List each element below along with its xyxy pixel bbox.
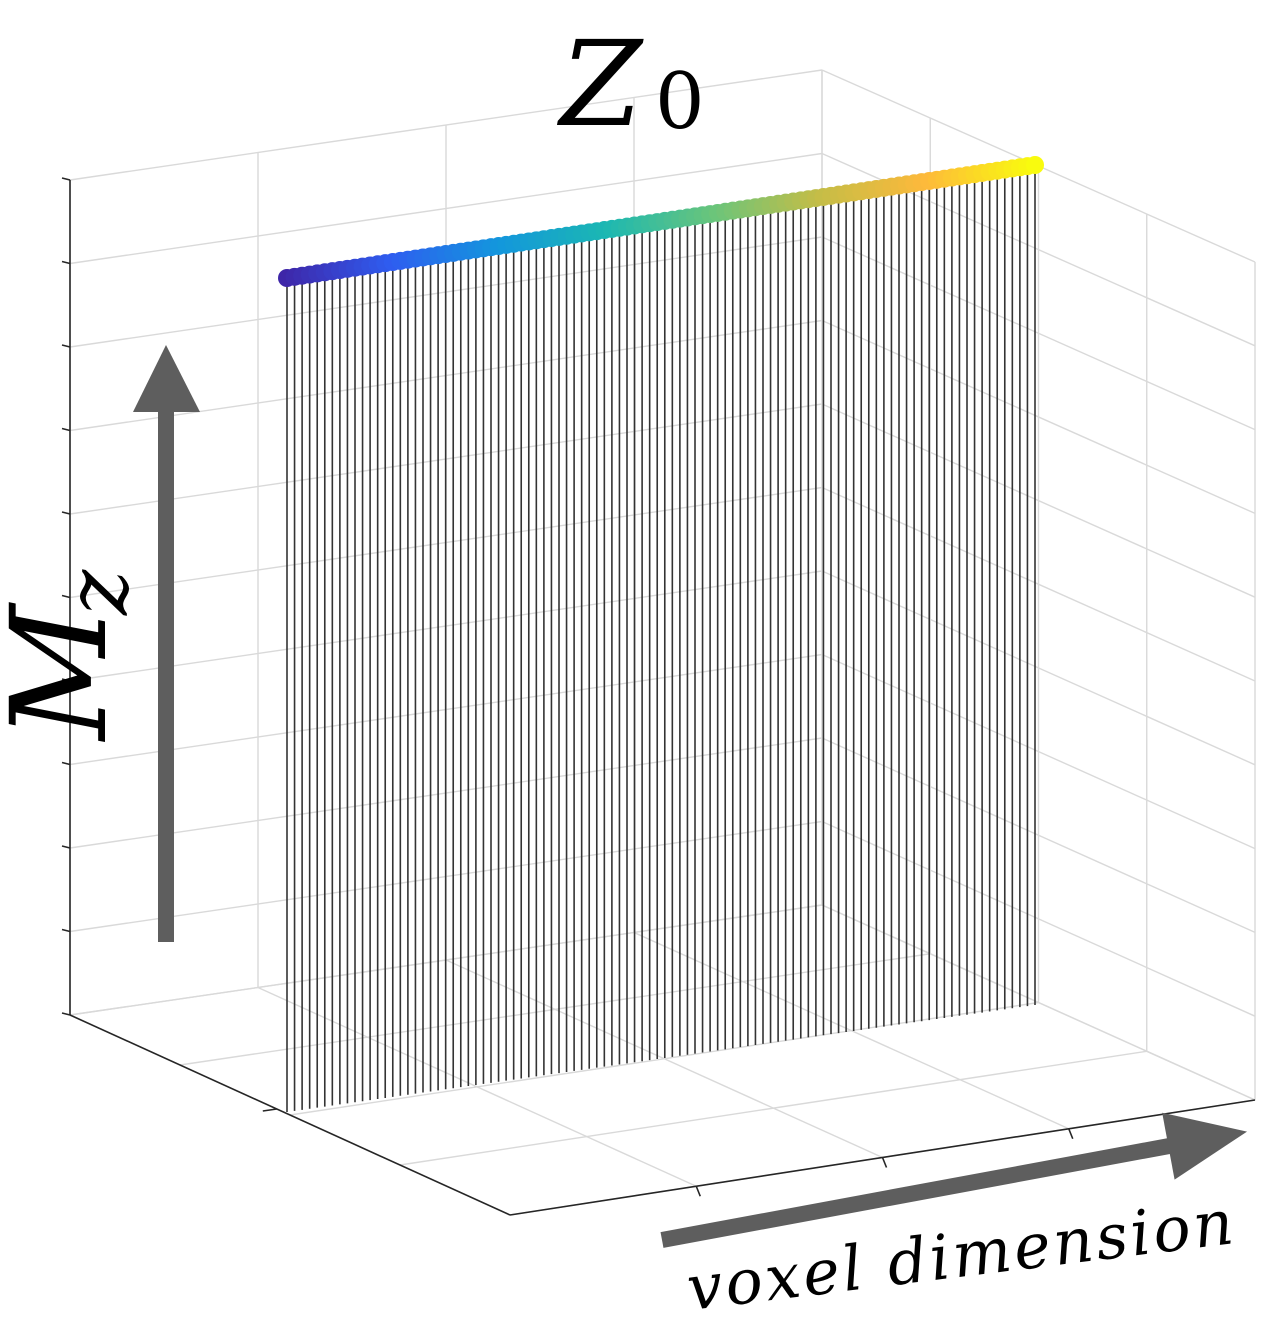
stem-marker [1026,156,1044,174]
y-axis-line [69,1014,511,1216]
voxel-arrow-head [1162,1112,1248,1180]
mz-arrow-head [133,345,200,412]
x-tick [881,1157,888,1168]
axes [61,177,1256,1216]
y-axis-label: M [0,602,137,742]
z-tick [61,761,71,766]
z-tick [61,845,71,849]
voxel-arrow [660,1112,1248,1248]
x-tick [695,1185,701,1197]
mz-arrow-shaft [158,405,174,942]
grid-lines [69,69,1256,1216]
z-tick [61,1012,71,1016]
grid-line [633,931,1070,1130]
stem-lines [286,165,1036,1112]
grid-line [821,904,1256,1101]
chart-title: Z [556,15,644,153]
z-tick [61,344,71,348]
z-tick [61,678,71,682]
x-axis-label: voxel dimension [683,1185,1240,1321]
grid-line [399,1050,1147,1166]
z-tick [61,511,71,515]
z-tick [61,177,71,181]
y-axis-label-subscript: z [48,569,148,616]
chart-title-subscript: 0 [655,57,705,147]
x-tick [1068,1128,1074,1140]
z-tick [61,260,71,265]
z-tick [61,594,71,599]
annotation-arrows [133,345,1248,1248]
z-tick [61,928,71,933]
y-tick [262,1108,277,1112]
z-tick [61,427,71,432]
stem-markers [278,156,1044,287]
voxel-arrow-shaft [660,1137,1175,1248]
